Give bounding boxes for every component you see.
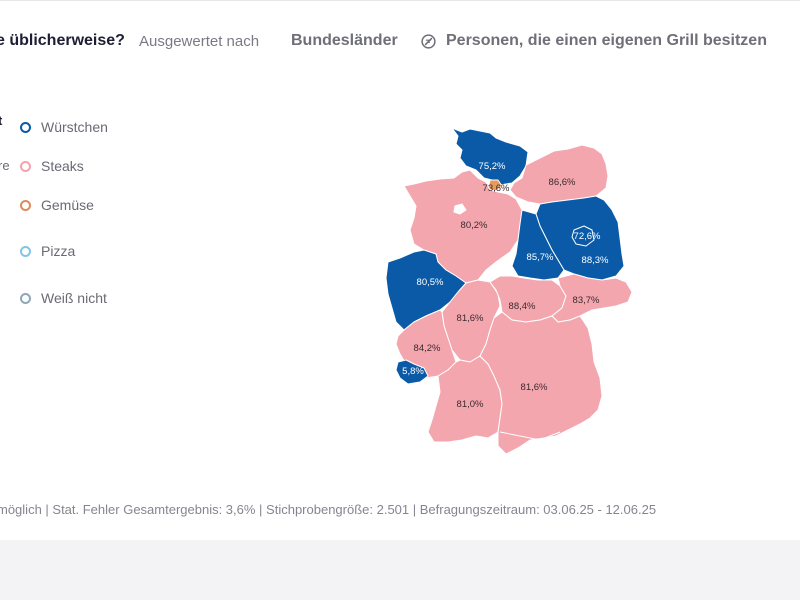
legend-item-pizza[interactable]: Pizza	[20, 243, 75, 259]
legend-label: Gemüse	[41, 197, 94, 213]
value-label-brandenburg: 88,3%	[582, 255, 609, 266]
legend-label: Steaks	[41, 158, 84, 174]
cutoff-text: re	[0, 158, 10, 173]
filter-slash-icon	[421, 33, 436, 49]
region-saarland[interactable]	[395, 359, 429, 385]
legend-item-gemuese[interactable]: Gemüse	[20, 197, 94, 213]
value-label-nordrhein-westfalen: 80,5%	[417, 277, 444, 288]
value-label-saarland: 5,8%	[402, 366, 424, 377]
value-label-hamburg: 73,6%	[483, 183, 510, 194]
legend-label: Pizza	[41, 243, 76, 259]
value-label-schleswig-holstein: 75,2%	[479, 161, 506, 172]
legend-dot-icon	[20, 121, 31, 133]
filter-button[interactable]: Personen, die einen eigenen Grill besitz…	[420, 32, 767, 50]
legend-dot-icon	[20, 292, 31, 304]
value-label-mecklenburg-vorpommern: 86,6%	[549, 177, 576, 188]
map-border-detail	[451, 125, 561, 441]
germany-map: 75,2% 73,6% 86,6% 80,2% 72,6% 88,3% 85,7…	[380, 120, 640, 460]
question-text: e üblicherweise?	[0, 32, 125, 49]
region-sachsen[interactable]	[551, 273, 633, 323]
region-bremen[interactable]	[453, 203, 467, 215]
value-label-bayern: 81,6%	[521, 382, 548, 393]
filter-label: Personen, die einen eigenen Grill besitz…	[446, 32, 767, 49]
value-label-hessen: 81,6%	[457, 313, 484, 324]
legend-item-wuerstchen[interactable]: Würstchen	[20, 119, 108, 135]
legend-item-steaks[interactable]: Steaks	[20, 158, 84, 174]
region-bayern[interactable]	[479, 311, 603, 455]
value-label-baden-wuerttemberg: 81,0%	[457, 399, 484, 410]
legend-label: Weiß nicht	[41, 290, 107, 306]
value-label-thueringen: 88,4%	[509, 301, 536, 312]
top-divider	[0, 0, 800, 1]
legend-dot-icon	[20, 199, 31, 211]
region-berlin[interactable]	[571, 225, 595, 247]
legend-dot-icon	[20, 160, 31, 172]
legend-dot-icon	[20, 245, 31, 257]
bottom-band	[0, 540, 800, 600]
map-svg: 75,2% 73,6% 86,6% 80,2% 72,6% 88,3% 85,7…	[385, 125, 633, 455]
region-schleswig-holstein[interactable]	[451, 127, 529, 186]
value-label-berlin: 72,6%	[574, 231, 601, 242]
value-label-sachsen: 83,7%	[573, 295, 600, 306]
footer-note: möglich | Stat. Fehler Gesamtergebnis: 3…	[0, 502, 657, 517]
legend-item-weiss-nicht[interactable]: Weiß nicht	[20, 290, 107, 306]
region-niedersachsen[interactable]	[403, 169, 523, 284]
legend-label: Würstchen	[41, 119, 108, 135]
dimension-selector[interactable]: Bundesländer	[291, 32, 398, 49]
evaluated-by-label: Ausgewertet nach	[139, 33, 260, 50]
region-sachsen-anhalt[interactable]	[511, 209, 565, 281]
value-label-niedersachsen: 80,2%	[461, 220, 488, 231]
cutoff-text: t	[0, 113, 3, 128]
value-label-rheinland-pfalz: 84,2%	[414, 343, 441, 354]
value-label-sachsen-anhalt: 85,7%	[527, 252, 554, 263]
